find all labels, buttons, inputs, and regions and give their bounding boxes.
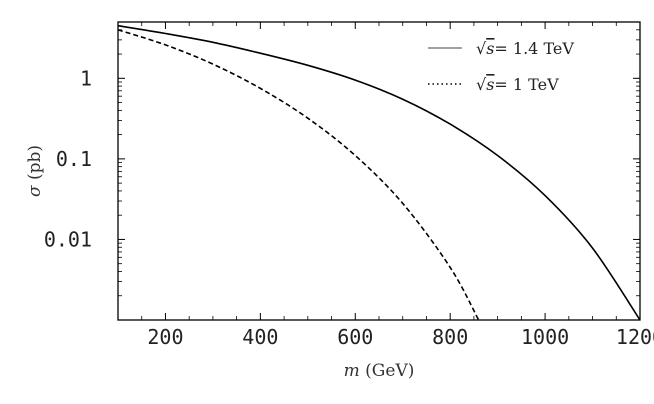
- x-tick-label-1000: 1000: [521, 325, 569, 349]
- y-axis-label: σ (pb): [25, 145, 45, 197]
- x-axis-label: m (GeV): [344, 361, 415, 381]
- x-tick-label-800: 800: [432, 325, 468, 349]
- x-axis-label-var: m: [344, 361, 360, 381]
- y-tick-labels: 0.01 0.1 1: [44, 66, 92, 251]
- x-tick-label-200: 200: [147, 325, 183, 349]
- tick-marks: [117, 21, 641, 320]
- series-line-0: [117, 24, 641, 321]
- legend-label-1tev: √s= 1 TeV: [476, 75, 559, 94]
- legend: √s= 1.4 TeV √s= 1 TeV: [428, 39, 574, 94]
- y-axis-label-unit: (pb): [25, 145, 45, 185]
- y-tick-label-1: 0.1: [56, 147, 92, 171]
- y-tick-label-0: 0.01: [44, 227, 92, 251]
- legend-label-1-4tev: √s= 1.4 TeV: [476, 39, 574, 58]
- plot-frame: [117, 21, 641, 321]
- y-tick-label-2: 1: [80, 66, 92, 90]
- x-tick-label-600: 600: [337, 325, 373, 349]
- x-tick-label-400: 400: [242, 325, 278, 349]
- series-line-1: [117, 29, 480, 321]
- x-axis-label-unit: (GeV): [360, 361, 415, 381]
- series-layer: [117, 24, 641, 321]
- y-axis-label-var: σ: [25, 185, 45, 197]
